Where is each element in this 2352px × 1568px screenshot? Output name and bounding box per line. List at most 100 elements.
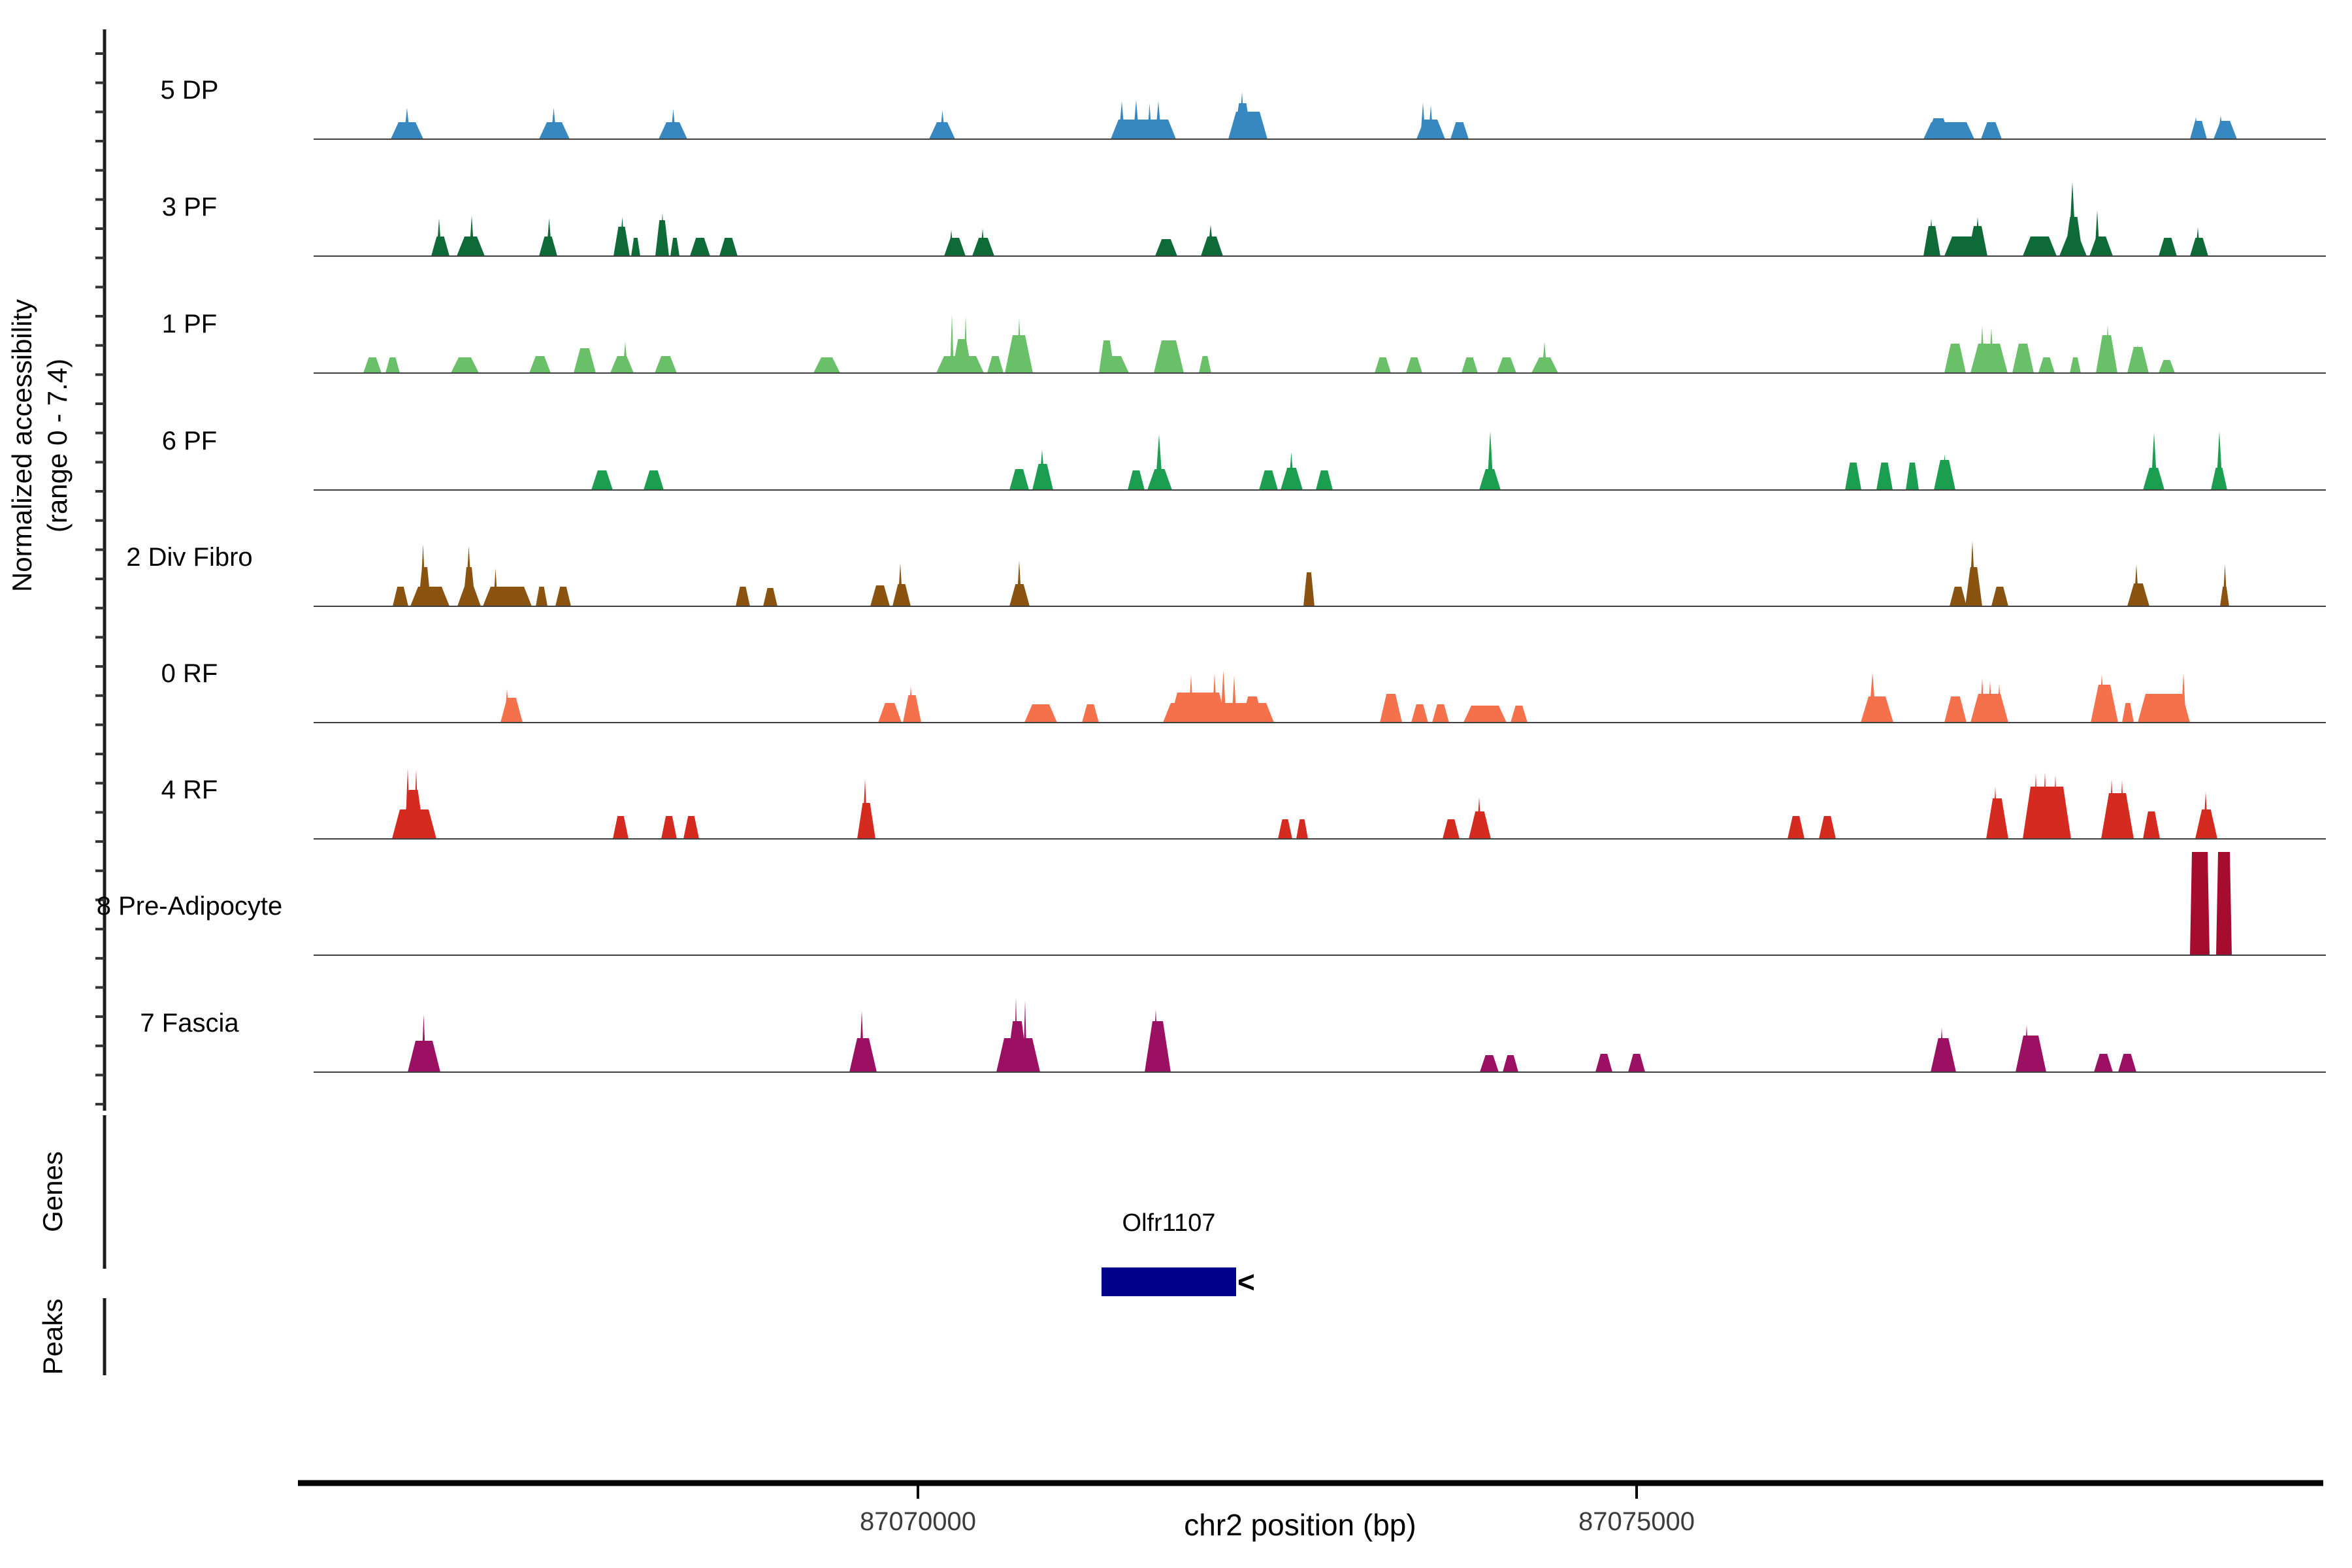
coverage-peak	[529, 356, 551, 373]
coverage-peak	[1316, 470, 1333, 490]
coverage-peak	[1944, 344, 1966, 373]
coverage-peak	[644, 470, 664, 490]
coverage-spike	[469, 216, 474, 256]
coverage-spike	[1023, 1000, 1027, 1072]
coverage-peak	[1443, 819, 1460, 839]
track-label: 5 DP	[161, 76, 219, 105]
coverage-spike	[1039, 449, 1045, 490]
track-2-div-fibro: 2 Div Fibro	[126, 541, 2326, 607]
coverage-spike	[1152, 1009, 1159, 1072]
x-axis-title: chr2 position (bp)	[1184, 1508, 1416, 1542]
coverage-peak	[1009, 469, 1029, 490]
y-axis-title: Normalized accessibility	[7, 299, 37, 592]
coverage-spike	[2109, 779, 2114, 839]
coverage-spike	[551, 108, 557, 139]
coverage-peak	[1155, 239, 1177, 256]
coverage-peak	[2127, 583, 2149, 606]
coverage-peak	[987, 356, 1004, 373]
track-label: 3 PF	[162, 193, 217, 221]
coverage-peak	[870, 585, 890, 606]
coverage-peak	[613, 816, 629, 839]
coverage-peak	[1931, 1038, 1956, 1072]
coverage-peak	[631, 238, 640, 256]
coverage-peak	[1082, 704, 1099, 723]
coverage-peak	[574, 348, 596, 373]
coverage-peak	[690, 238, 710, 256]
coverage-spike	[2195, 227, 2200, 256]
coverage-peak	[2159, 238, 2177, 256]
coverage-peak	[1199, 356, 1211, 373]
coverage-spike	[2216, 431, 2223, 490]
coverage-spike	[1929, 218, 1934, 256]
track-8-pre-adipocyte: 8 Pre-Adipocyte	[97, 852, 2326, 956]
coverage-peak	[2070, 357, 2081, 373]
coverage-peak	[2101, 793, 2134, 839]
coverage-peak	[813, 357, 840, 373]
track-3-pf: 3 PF	[162, 182, 2326, 257]
coverage-peak	[2023, 237, 2057, 256]
coverage-peak	[393, 587, 408, 606]
track-0-rf: 0 RF	[161, 659, 2326, 723]
coverage-peak	[1450, 122, 1469, 139]
x-tick-label: 87070000	[860, 1507, 976, 1536]
coverage-peak	[1788, 816, 1805, 839]
coverage-peak	[402, 790, 425, 839]
gene-label: Olfr1107	[1122, 1209, 1216, 1237]
coverage-peak	[1432, 704, 1449, 723]
gene-body	[1102, 1267, 1236, 1296]
coverage-peak	[1497, 357, 1516, 373]
coverage-spike	[1487, 431, 1494, 490]
coverage-spike	[2053, 775, 2058, 839]
coverage-peak	[1819, 816, 1836, 839]
track-label: 4 RF	[161, 776, 218, 804]
coverage-peak	[655, 356, 677, 373]
coverage-peak	[1303, 572, 1315, 606]
y-axis-subtitle: (range 0 - 7.4)	[42, 359, 73, 532]
coverage-peak	[451, 357, 479, 373]
coverage-peak	[2213, 121, 2237, 139]
coverage-peak	[661, 816, 677, 839]
track-7-fascia: 7 Fascia	[140, 998, 2326, 1073]
coverage-spike	[436, 218, 442, 256]
coverage-peak	[1970, 344, 2008, 373]
coverage-peak	[1480, 1055, 1499, 1072]
coverage-peak	[952, 339, 972, 373]
coverage-peak	[1169, 693, 1227, 723]
peaks-section: Peaks	[37, 1298, 106, 1375]
coverage-spike	[1288, 452, 1294, 490]
coverage-spike	[2042, 772, 2048, 839]
coverage-peak	[1861, 696, 1893, 723]
coverage-spike	[2193, 117, 2199, 139]
coverage-peak	[1296, 819, 1308, 839]
coverage-spike	[1014, 998, 1018, 1072]
coverage-peak	[1024, 704, 1057, 723]
coverage-spike	[2024, 1025, 2029, 1072]
coverage-spike	[2033, 774, 2038, 839]
coverage-peak	[2143, 811, 2160, 839]
coverage-peak	[1128, 470, 1145, 490]
coverage-peak	[1986, 798, 2008, 839]
coverage-spike	[1942, 454, 1948, 490]
x-axis: 87070000 87075000 chr2 position (bp)	[298, 1480, 2323, 1542]
coverage-peak	[2091, 685, 2118, 723]
coverage-peak	[1944, 696, 1967, 723]
coverage-peak	[536, 587, 547, 606]
coverage-spike	[2099, 674, 2105, 723]
coverage-spike	[421, 1015, 426, 1072]
coverage-peak	[763, 588, 777, 606]
coverage-spike	[465, 546, 472, 606]
coverage-tracks: 5 DP 3 PF 1 PF 6 PF 2 Div Fibro 0 RF 4 RF 8 Pre…	[97, 76, 2326, 1073]
track-label: 8 Pre-Adipocyte	[97, 892, 283, 921]
coverage-peak	[1991, 587, 2008, 606]
coverage-spike	[898, 563, 903, 606]
coverage-spike	[2105, 325, 2110, 373]
coverage-peak	[1511, 706, 1527, 723]
coverage-peak	[1380, 694, 1402, 723]
coverage-peak	[1503, 1055, 1518, 1072]
coverage-spike	[950, 314, 954, 373]
coverage-spike	[1155, 101, 1162, 139]
coverage-spike	[1869, 673, 1876, 723]
coverage-spike	[2135, 344, 2140, 373]
coverage-peak	[719, 238, 738, 256]
